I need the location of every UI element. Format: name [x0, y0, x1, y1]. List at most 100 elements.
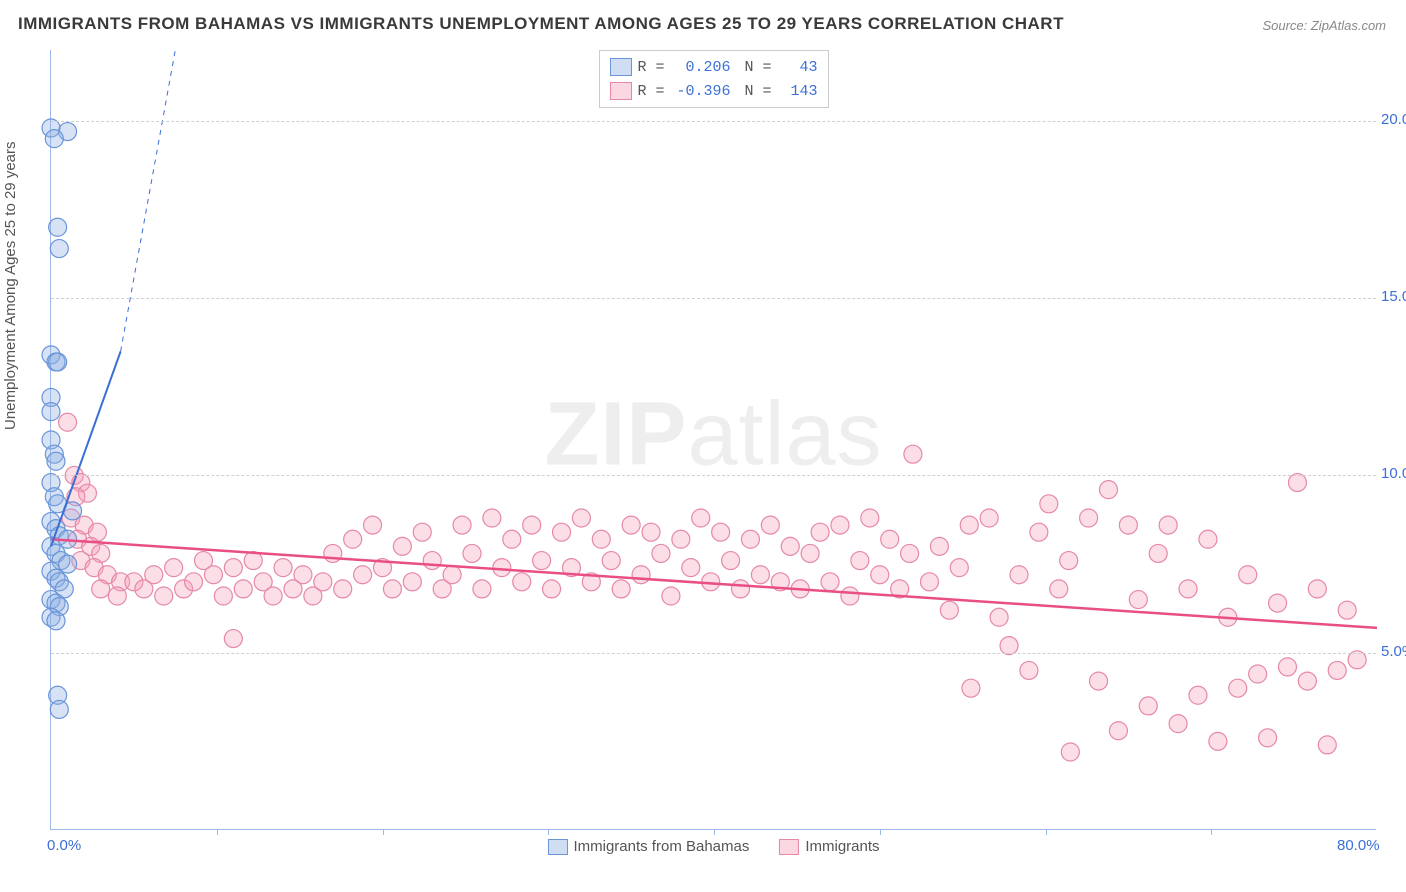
data-point-blue [49, 218, 67, 236]
data-point-pink [413, 523, 431, 541]
data-point-pink [108, 587, 126, 605]
data-point-pink [423, 552, 441, 570]
data-point-pink [712, 523, 730, 541]
data-point-pink [741, 530, 759, 548]
legend-swatch-icon [547, 839, 567, 855]
data-point-pink [1318, 736, 1336, 754]
data-point-pink [165, 559, 183, 577]
data-point-blue [50, 240, 68, 258]
n-value-blue: 43 [778, 59, 818, 76]
data-point-pink [851, 552, 869, 570]
legend-item-pink: Immigrants [779, 838, 879, 855]
data-point-pink [493, 559, 511, 577]
data-point-blue [45, 130, 63, 148]
data-point-blue [50, 700, 68, 718]
data-point-pink [473, 580, 491, 598]
data-point-pink [1179, 580, 1197, 598]
data-point-pink [1139, 697, 1157, 715]
legend-label-pink: Immigrants [805, 838, 879, 855]
trendline-blue-dashed [121, 50, 176, 351]
data-point-pink [672, 530, 690, 548]
data-point-pink [612, 580, 630, 598]
data-point-pink [1169, 715, 1187, 733]
data-point-pink [1090, 672, 1108, 690]
y-tick-label: 20.0% [1381, 111, 1406, 128]
data-point-blue [42, 403, 60, 421]
data-point-pink [751, 566, 769, 584]
chart-title: IMMIGRANTS FROM BAHAMAS VS IMMIGRANTS UN… [18, 14, 1064, 34]
data-point-pink [781, 537, 799, 555]
data-point-pink [831, 516, 849, 534]
legend-row-blue: R = 0.206 N = 43 [609, 55, 817, 79]
data-point-pink [443, 566, 461, 584]
y-tick-label: 10.0% [1381, 465, 1406, 482]
data-point-pink [692, 509, 710, 527]
data-point-pink [722, 552, 740, 570]
x-tick [1046, 829, 1047, 835]
data-point-pink [1080, 509, 1098, 527]
y-tick-label: 5.0% [1381, 643, 1406, 660]
data-point-pink [1328, 661, 1346, 679]
series-legend: Immigrants from Bahamas Immigrants [547, 838, 879, 855]
data-point-pink [92, 580, 110, 598]
data-point-pink [901, 544, 919, 562]
data-point-pink [344, 530, 362, 548]
data-point-pink [1020, 661, 1038, 679]
data-point-pink [1259, 729, 1277, 747]
data-point-pink [553, 523, 571, 541]
data-point-pink [334, 580, 352, 598]
data-point-pink [214, 587, 232, 605]
data-point-pink [811, 523, 829, 541]
n-label: N = [745, 83, 772, 100]
data-point-pink [652, 544, 670, 562]
data-point-pink [881, 530, 899, 548]
data-point-pink [940, 601, 958, 619]
data-point-pink [204, 566, 222, 584]
legend-label-blue: Immigrants from Bahamas [573, 838, 749, 855]
data-point-pink [602, 552, 620, 570]
data-point-pink [1308, 580, 1326, 598]
data-point-pink [761, 516, 779, 534]
legend-swatch-pink [609, 82, 631, 100]
data-point-pink [960, 516, 978, 534]
data-point-pink [1061, 743, 1079, 761]
data-point-pink [314, 573, 332, 591]
data-point-pink [592, 530, 610, 548]
r-value-blue: 0.206 [671, 59, 731, 76]
data-point-pink [930, 537, 948, 555]
data-point-pink [682, 559, 700, 577]
r-label: R = [637, 83, 664, 100]
legend-swatch-blue [609, 58, 631, 76]
data-point-pink [513, 573, 531, 591]
chart-svg [51, 50, 1376, 829]
data-point-pink [1298, 672, 1316, 690]
data-point-pink [59, 413, 77, 431]
data-point-pink [364, 516, 382, 534]
data-point-pink [383, 580, 401, 598]
data-point-blue [49, 353, 67, 371]
data-point-pink [622, 516, 640, 534]
data-point-pink [1109, 722, 1127, 740]
data-point-pink [1239, 566, 1257, 584]
data-point-pink [1159, 516, 1177, 534]
data-point-pink [1199, 530, 1217, 548]
data-point-pink [155, 587, 173, 605]
n-label: N = [745, 59, 772, 76]
data-point-pink [294, 566, 312, 584]
r-label: R = [637, 59, 664, 76]
x-tick [217, 829, 218, 835]
data-point-pink [642, 523, 660, 541]
data-point-pink [533, 552, 551, 570]
data-point-pink [224, 630, 242, 648]
legend-swatch-icon [779, 839, 799, 855]
x-tick [383, 829, 384, 835]
data-point-pink [632, 566, 650, 584]
data-point-pink [1249, 665, 1267, 683]
gridline [51, 653, 1376, 654]
data-point-pink [1050, 580, 1068, 598]
data-point-pink [962, 679, 980, 697]
legend-row-pink: R = -0.396 N = 143 [609, 79, 817, 103]
legend-item-blue: Immigrants from Bahamas [547, 838, 749, 855]
data-point-pink [904, 445, 922, 463]
r-value-pink: -0.396 [671, 83, 731, 100]
